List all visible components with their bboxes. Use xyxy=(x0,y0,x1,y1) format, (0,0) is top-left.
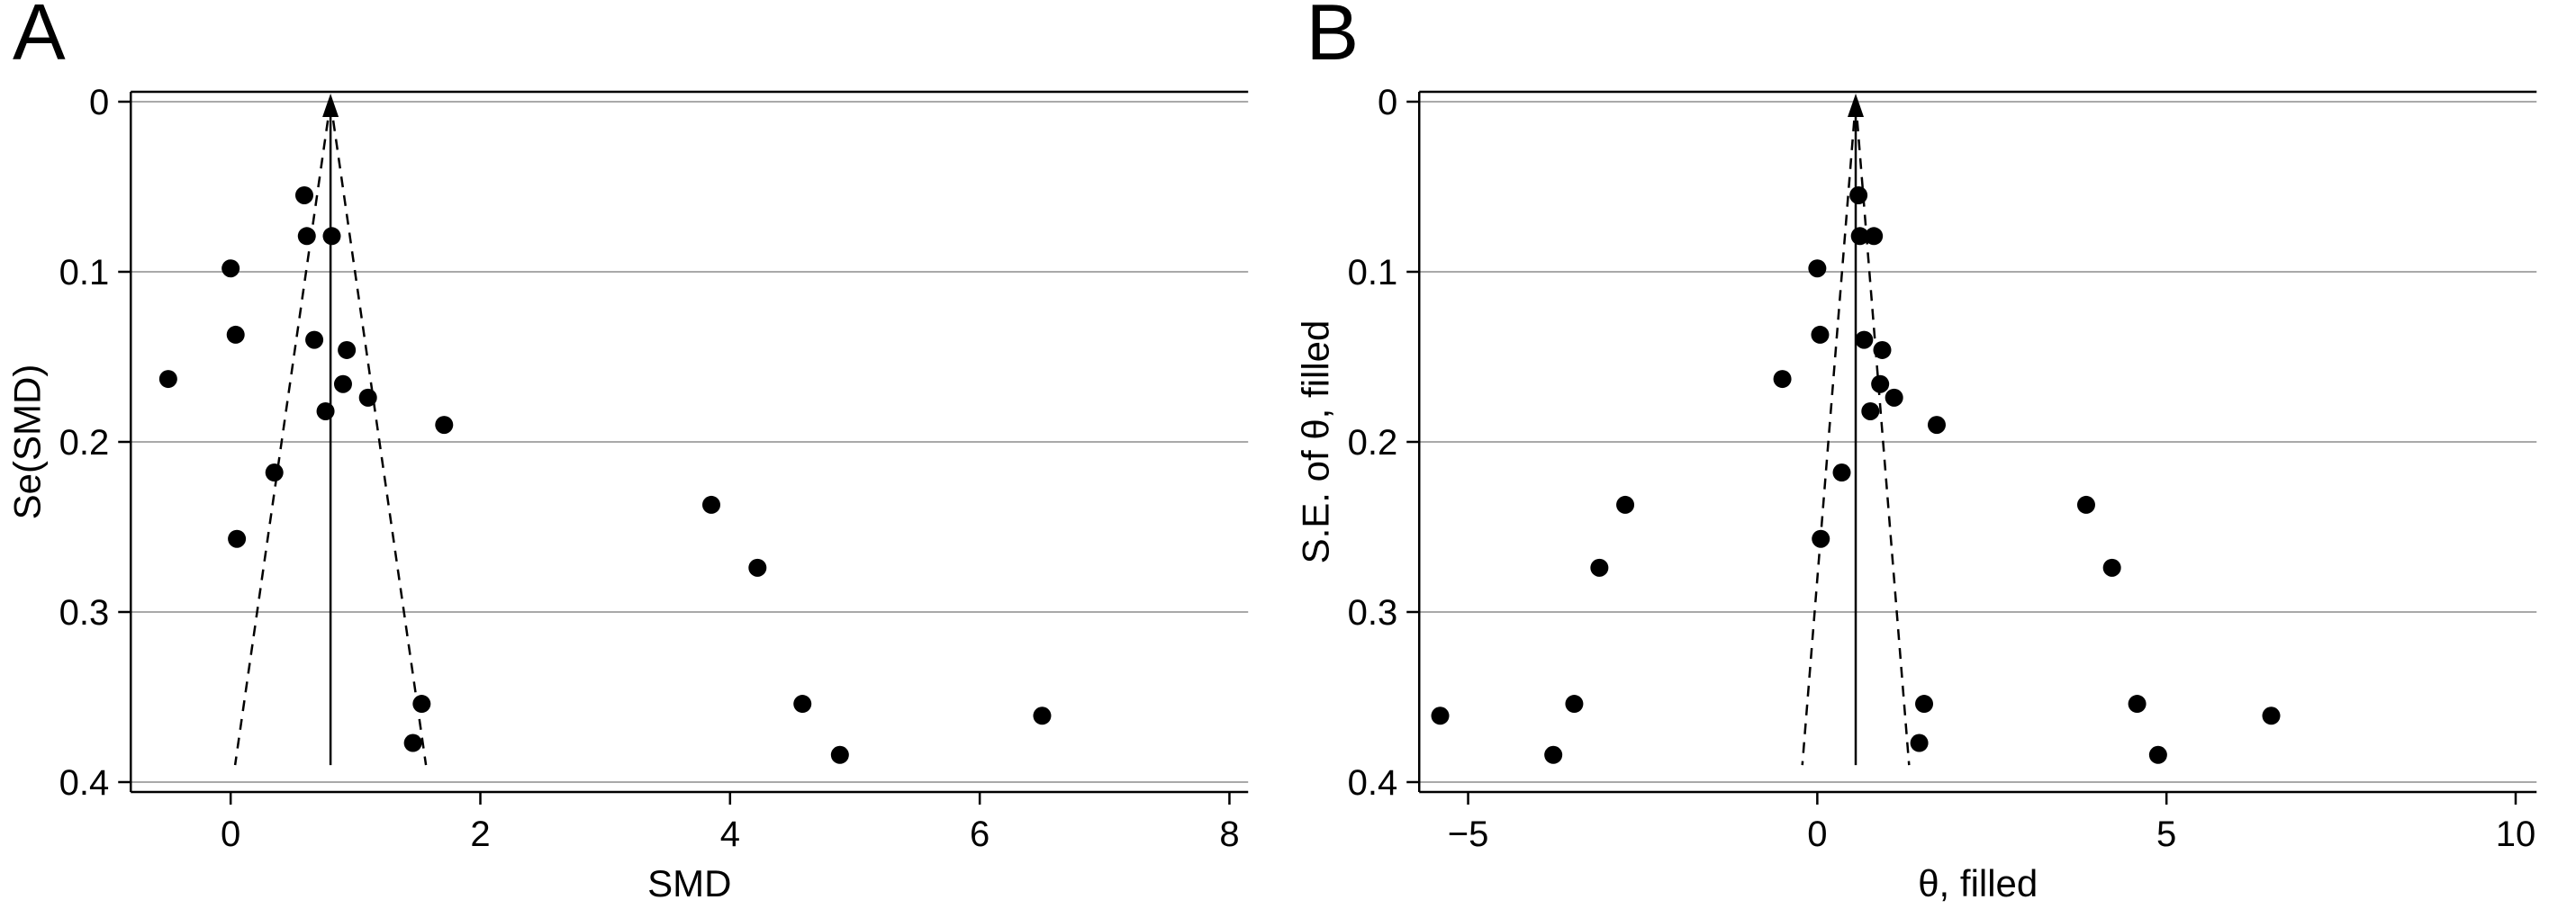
study-point xyxy=(1870,374,1889,393)
study-point xyxy=(316,401,335,420)
study-point xyxy=(1864,227,1883,246)
study-point xyxy=(1914,695,1933,714)
pooled-estimate-arrow xyxy=(322,94,339,766)
study-point xyxy=(1848,185,1867,204)
x-axis-title: θ, filled xyxy=(1918,862,2038,904)
study-point xyxy=(294,185,313,204)
study-point xyxy=(1832,464,1851,482)
y-tick-label: 0.2 xyxy=(1347,423,1397,463)
funnel-ci-lines xyxy=(1800,101,1911,766)
study-point xyxy=(412,695,431,714)
funnel-plot-b: 0 0.1 0.2 0.3 0.4 −5 0 5 10 θ, filled S.E. of θ, f… xyxy=(1294,83,2536,904)
panel-a: A 0 0.1 0.2 0.3 0.4 0 2 4 6 8 SMD Se(SMD) xyxy=(5,0,1249,904)
y-tick-label: 0.4 xyxy=(59,763,110,803)
x-tick-label: 5 xyxy=(2156,814,2176,854)
arrowhead-icon xyxy=(322,94,339,117)
study-points xyxy=(158,185,1052,764)
panel-b: B 0 0.1 0.2 0.3 0.4 −5 0 5 10 θ, filled S.E. of θ,… xyxy=(1288,0,2576,918)
imputed-study-point xyxy=(1543,745,1562,764)
study-point xyxy=(1872,340,1891,359)
panel-b-letter: B xyxy=(1306,0,1360,76)
study-point xyxy=(1810,325,1829,344)
y-axis: 0 0.1 0.2 0.3 0.4 xyxy=(59,83,131,803)
pooled-estimate-arrow xyxy=(1847,94,1864,766)
study-point xyxy=(1885,388,1903,407)
study-point xyxy=(1854,330,1873,349)
study-point xyxy=(297,227,316,246)
study-point xyxy=(793,695,812,714)
x-tick-label: 0 xyxy=(1807,814,1827,854)
x-tick-label: 4 xyxy=(720,814,740,854)
study-point xyxy=(702,495,721,514)
x-axis-title: SMD xyxy=(647,862,731,904)
imputed-study-point xyxy=(1615,495,1634,514)
imputed-study-point xyxy=(1431,706,1450,725)
study-point xyxy=(1773,370,1792,389)
y-axis-title: Se(SMD) xyxy=(5,364,48,520)
study-point xyxy=(1811,529,1830,548)
x-axis: 0 2 4 6 8 xyxy=(221,792,1240,854)
imputed-study-point xyxy=(1589,558,1608,577)
filled-points xyxy=(1431,495,1634,764)
study-points xyxy=(1773,185,2281,764)
study-point xyxy=(1033,706,1052,725)
y-tick-label: 0.1 xyxy=(1347,253,1397,292)
study-point xyxy=(158,370,177,389)
study-point xyxy=(1807,259,1826,278)
study-point xyxy=(322,227,341,246)
study-point xyxy=(333,374,352,393)
funnel-plot-a: 0 0.1 0.2 0.3 0.4 0 2 4 6 8 SMD Se(SMD) xyxy=(5,83,1249,904)
study-point xyxy=(338,340,357,359)
panel-a-letter: A xyxy=(13,0,66,76)
funnel-ci-lines xyxy=(233,101,428,766)
x-axis: −5 0 5 10 xyxy=(1447,792,2535,854)
study-point xyxy=(2262,706,2281,725)
study-point xyxy=(1860,401,1879,420)
study-point xyxy=(305,330,324,349)
x-tick-label: 0 xyxy=(221,814,240,854)
y-axis-title: S.E. of θ, filled xyxy=(1294,320,1336,564)
study-point xyxy=(1927,416,1946,435)
study-point xyxy=(403,734,422,752)
y-tick-label: 0 xyxy=(1378,83,1397,122)
study-point xyxy=(226,325,245,344)
y-tick-label: 0.1 xyxy=(59,253,110,292)
study-point xyxy=(221,259,240,278)
y-axis: 0 0.1 0.2 0.3 0.4 xyxy=(1347,83,1419,803)
study-point xyxy=(2102,558,2121,577)
study-point xyxy=(1910,734,1929,752)
x-tick-label: 2 xyxy=(470,814,490,854)
study-point xyxy=(2128,695,2147,714)
gridlines xyxy=(1418,101,2536,783)
study-point xyxy=(435,416,454,435)
y-tick-label: 0.4 xyxy=(1347,763,1397,803)
y-tick-label: 0.3 xyxy=(59,593,110,633)
gridlines xyxy=(131,101,1249,783)
y-tick-label: 0.3 xyxy=(1347,593,1397,633)
study-point xyxy=(830,745,849,764)
arrowhead-icon xyxy=(1847,94,1864,117)
imputed-study-point xyxy=(1564,695,1583,714)
study-point xyxy=(358,388,377,407)
study-point xyxy=(228,529,247,548)
x-tick-label: 6 xyxy=(970,814,990,854)
study-point xyxy=(265,464,284,482)
y-tick-label: 0.2 xyxy=(59,423,110,463)
study-point xyxy=(2076,495,2095,514)
x-tick-label: −5 xyxy=(1447,814,1488,854)
study-point xyxy=(2148,745,2167,764)
x-tick-label: 10 xyxy=(2495,814,2535,854)
y-tick-label: 0 xyxy=(89,83,109,122)
study-point xyxy=(748,558,767,577)
study-point xyxy=(1850,227,1869,246)
x-tick-label: 8 xyxy=(1219,814,1239,854)
